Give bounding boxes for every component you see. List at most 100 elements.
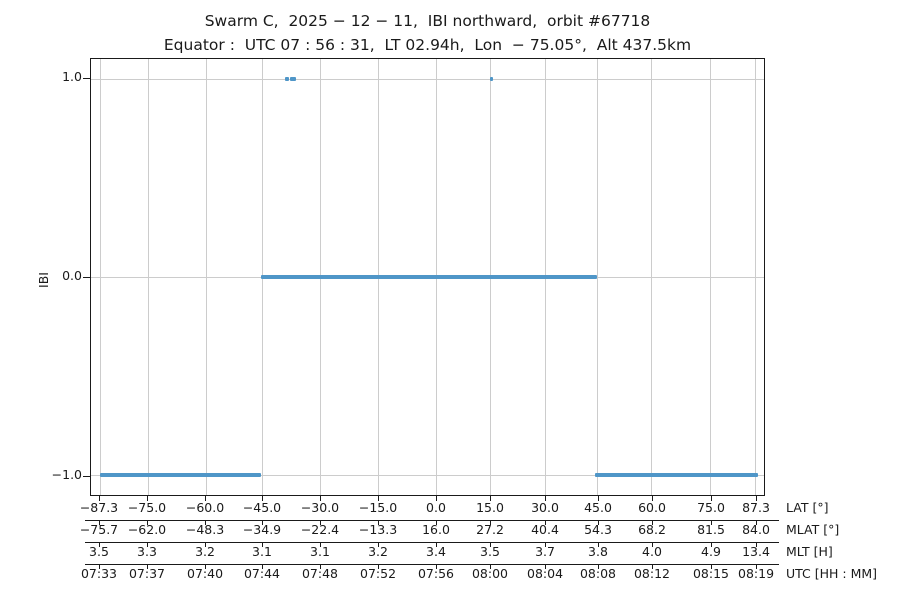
x-tick-mark	[490, 496, 492, 501]
x-tick-label: 81.5	[697, 522, 725, 537]
x-tick-mark	[711, 520, 713, 525]
x-tick-label: −15.0	[358, 500, 398, 515]
x-tick-label: −60.0	[185, 500, 225, 515]
x-tick-label: 3.7	[535, 544, 555, 559]
x-tick-mark	[146, 564, 149, 569]
x-tick-label: −34.9	[242, 522, 282, 537]
x-tick-label: 3.3	[137, 544, 157, 559]
x-tick-label: −87.3	[79, 500, 119, 515]
x-tick-label: 3.1	[310, 544, 330, 559]
x-tick-mark	[261, 564, 264, 569]
x-tick-mark	[319, 496, 322, 501]
x-tick-mark	[319, 564, 322, 569]
plot-area	[90, 58, 765, 496]
x-tick-mark	[378, 496, 380, 501]
x-tick-mark	[378, 520, 380, 525]
x-tick-mark	[598, 564, 600, 569]
data-segment	[284, 76, 289, 81]
x-tick-label: −13.3	[358, 522, 398, 537]
axis-row-separator	[85, 541, 779, 543]
x-tick-mark	[146, 542, 149, 547]
x-tick-mark	[205, 496, 207, 501]
x-tick-label: 75.0	[697, 500, 725, 515]
x-tick-mark	[711, 496, 713, 501]
x-tick-label: −22.4	[300, 522, 340, 537]
y-tick-mark	[83, 277, 90, 279]
y-tick-label: 0.0	[62, 268, 82, 283]
data-segment	[595, 473, 758, 478]
x-tick-mark	[205, 542, 207, 547]
x-tick-mark	[711, 542, 713, 547]
x-tick-mark	[652, 496, 654, 501]
x-tick-label: 07:48	[301, 566, 338, 581]
x-tick-label: 08:00	[471, 566, 509, 581]
x-tick-label: 3.2	[368, 544, 388, 559]
x-tick-mark	[98, 542, 101, 547]
x-tick-label: −48.3	[185, 522, 225, 537]
x-tick-label: 3.8	[588, 544, 608, 559]
x-tick-label: −75.7	[79, 522, 119, 537]
x-tick-label: 15.0	[476, 500, 504, 515]
x-tick-label: 84.0	[742, 522, 770, 537]
axis-row-label: MLAT [°]	[786, 522, 840, 537]
data-segment	[290, 76, 297, 81]
x-tick-mark	[98, 520, 101, 525]
x-tick-label: 08:12	[633, 566, 671, 581]
x-tick-mark	[319, 542, 322, 547]
axis-row-label: MLT [H]	[786, 544, 833, 559]
x-tick-label: −75.0	[127, 500, 167, 515]
x-tick-label: 0.0	[426, 500, 446, 515]
x-tick-label: 3.4	[426, 544, 446, 559]
x-tick-mark	[545, 520, 547, 525]
x-tick-label: 13.4	[742, 544, 770, 559]
x-tick-label: 68.2	[638, 522, 666, 537]
x-tick-mark	[756, 520, 758, 525]
x-tick-mark	[711, 564, 713, 569]
gridline-horizontal	[91, 475, 764, 477]
x-tick-mark	[545, 542, 547, 547]
x-tick-label: 60.0	[638, 500, 666, 515]
x-tick-label: 45.0	[584, 500, 612, 515]
x-tick-label: 3.5	[89, 544, 109, 559]
axis-row-label: UTC [HH : MM]	[786, 566, 878, 581]
x-tick-label: 08:19	[738, 566, 775, 581]
chart-title: Swarm C, 2025 − 12 − 11, IBI northward, …	[204, 12, 651, 30]
y-tick-label: −1.0	[51, 467, 82, 483]
x-tick-mark	[652, 520, 654, 525]
x-tick-label: 07:44	[243, 566, 280, 581]
x-tick-mark	[756, 542, 758, 547]
x-tick-mark	[378, 564, 380, 569]
x-tick-label: 87.3	[742, 500, 770, 515]
x-tick-mark	[598, 520, 600, 525]
x-tick-mark	[545, 564, 547, 569]
x-tick-label: 40.4	[531, 522, 559, 537]
x-tick-mark	[261, 542, 264, 547]
data-segment	[490, 76, 493, 81]
x-tick-mark	[436, 542, 438, 547]
x-tick-mark	[261, 496, 264, 501]
x-tick-label: −45.0	[242, 500, 282, 515]
x-tick-label: 3.1	[252, 544, 272, 559]
x-tick-label: 3.2	[195, 544, 215, 559]
axis-row-separator	[85, 519, 779, 521]
x-tick-mark	[205, 564, 207, 569]
x-tick-mark	[490, 542, 492, 547]
gridline-horizontal	[91, 78, 764, 80]
x-tick-label: 08:04	[527, 566, 564, 581]
data-segment	[99, 473, 262, 478]
x-tick-mark	[319, 520, 322, 525]
x-tick-mark	[436, 496, 438, 501]
axis-row-separator	[85, 563, 779, 565]
x-tick-mark	[261, 520, 264, 525]
x-tick-label: 08:15	[692, 566, 730, 581]
x-tick-mark	[378, 542, 380, 547]
x-tick-mark	[756, 564, 758, 569]
y-tick-mark	[83, 476, 90, 478]
x-tick-mark	[490, 564, 492, 569]
chart-subtitle: Equator : UTC 07 : 56 : 31, LT 02.94h, L…	[163, 36, 692, 54]
x-tick-mark	[598, 542, 600, 547]
x-tick-mark	[490, 520, 492, 525]
x-tick-label: 07:52	[360, 566, 397, 581]
x-tick-mark	[98, 564, 101, 569]
